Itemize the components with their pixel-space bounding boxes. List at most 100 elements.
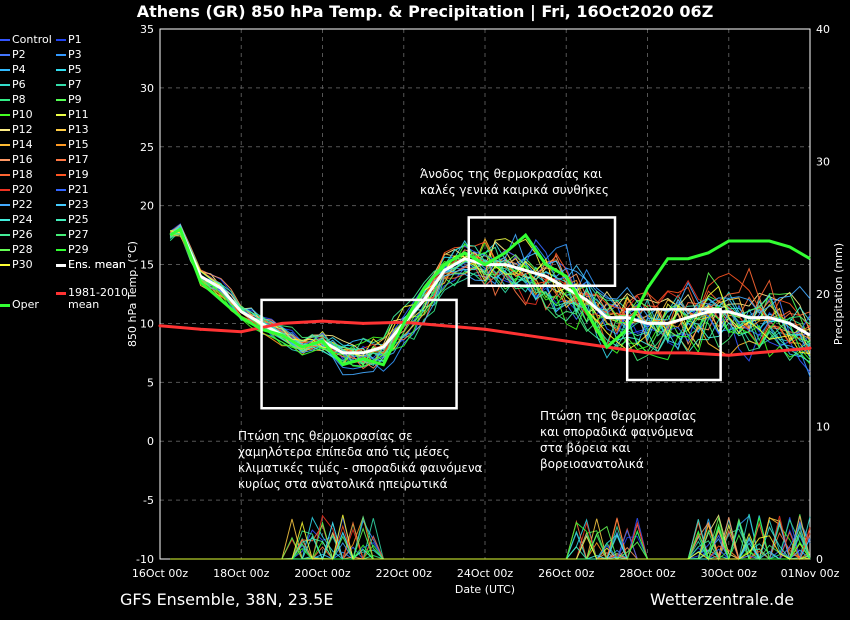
legend-label: P1 [68, 33, 82, 46]
climatology-point [767, 350, 771, 354]
legend-entry: P26 [0, 229, 33, 241]
annotation-box [467, 216, 617, 288]
legend-label: Ens. mean [68, 258, 126, 271]
legend-entry: P9 [56, 94, 82, 106]
legend-swatch [0, 249, 10, 251]
legend-label: P21 [68, 183, 89, 196]
legend-label: P6 [12, 78, 26, 91]
legend-swatch [0, 114, 10, 116]
legend-label: P26 [12, 228, 33, 241]
legend-entry-oper: Oper [0, 299, 39, 311]
legend-swatch [0, 234, 10, 236]
legend-entry: P13 [56, 124, 89, 136]
legend-swatch [0, 69, 10, 71]
legend-label: P18 [12, 168, 33, 181]
climatology-point [321, 319, 324, 323]
y2-tick-label: 30 [816, 156, 830, 169]
legend-label: Oper [12, 298, 39, 311]
legend-label: Control [12, 33, 52, 46]
legend-label: P11 [68, 108, 89, 121]
legend-swatch [0, 204, 10, 206]
legend-label: P5 [68, 63, 82, 76]
legend-swatch [0, 303, 10, 307]
y-tick-label: -5 [143, 494, 154, 507]
annotation-line: κυρίως στα ανατολικά ηπειρωτικά [238, 477, 448, 491]
legend-swatch [0, 99, 10, 101]
y-tick-label: 15 [140, 259, 154, 272]
x-tick-label: 28Oct 00z [619, 567, 676, 580]
legend-swatch [56, 114, 66, 116]
legend-swatch [56, 144, 66, 146]
annotation-cooling-second: Πτώση της θερμοκρασίας και σποραδικά φαι… [540, 408, 697, 472]
legend-label: P3 [68, 48, 82, 61]
legend-entry: P6 [0, 79, 26, 91]
climatology-point [646, 351, 649, 355]
legend-label: P7 [68, 78, 82, 91]
legend-entry: P30 [0, 259, 33, 271]
y2-tick-label: 40 [816, 23, 830, 36]
legend-swatch [0, 144, 10, 146]
x-tick-label: 16Oct 00z [132, 567, 189, 580]
y-tick-label: 25 [140, 141, 154, 154]
climatology-point [442, 324, 446, 328]
y2-tick-label: 0 [816, 553, 823, 566]
legend-label: P12 [12, 123, 33, 136]
legend-entry: P16 [0, 154, 33, 166]
precipitation-member-line [170, 514, 810, 560]
legend-swatch [0, 84, 10, 86]
legend-label: P25 [68, 213, 89, 226]
legend-label: P30 [12, 258, 33, 271]
footer-source: Wetterzentrale.de [650, 590, 795, 609]
legend-entry: P29 [56, 244, 89, 256]
ensemble-member-line [169, 223, 811, 360]
legend-swatch [0, 219, 10, 221]
legend-entry: P2 [0, 49, 26, 61]
ensemble-member-line [169, 224, 811, 358]
legend-entry: P22 [0, 199, 33, 211]
legend-swatch [0, 39, 10, 41]
y2-axis-label: Precipitation (mm) [832, 243, 845, 345]
y-tick-label: 30 [140, 82, 154, 95]
legend-swatch [56, 129, 66, 131]
annotation-line: και σποραδικά φαινόμενα [540, 425, 694, 439]
legend-label: P17 [68, 153, 89, 166]
legend-swatch [56, 54, 66, 56]
chart-title: Athens (GR) 850 hPa Temp. & Precipitatio… [136, 2, 714, 21]
annotation-warming: Άνοδος της θερμοκρασίας και καλές γενικά… [420, 166, 609, 198]
legend-entry: P23 [56, 199, 89, 211]
climatology-point [158, 324, 162, 328]
legend-swatch [56, 249, 66, 251]
x-tick-label: 20Oct 00z [294, 567, 351, 580]
legend-label-line2: mean [68, 298, 100, 311]
climatology-point [686, 351, 690, 355]
legend-swatch [56, 69, 66, 71]
legend-swatch [0, 159, 10, 161]
legend-entry: P20 [0, 184, 33, 196]
legend-label: P24 [12, 213, 33, 226]
legend-label: P28 [12, 243, 33, 256]
legend-label: P14 [12, 138, 33, 151]
footer-model-info: GFS Ensemble, 38N, 23.5E [120, 590, 334, 609]
legend-entry: P3 [56, 49, 82, 61]
legend-label: P20 [12, 183, 33, 196]
annotation-line: στα βόρεια και [540, 441, 631, 455]
x-tick-label: 22Oct 00z [376, 567, 433, 580]
y2-tick-label: 10 [816, 421, 830, 434]
legend-label: P27 [68, 228, 89, 241]
legend-label: P16 [12, 153, 33, 166]
legend-swatch [56, 291, 66, 295]
legend-swatch [56, 84, 66, 86]
y-tick-label: -10 [136, 553, 154, 566]
x-tick-label: 26Oct 00z [538, 567, 595, 580]
legend-entry: P11 [56, 109, 89, 121]
legend-label: 1981-2010 [68, 286, 128, 299]
legend-entry: P24 [0, 214, 33, 226]
annotation-line: κλιματικές τιμές - σποραδικά φαινόμενα [238, 461, 483, 475]
legend-swatch [56, 204, 66, 206]
annotation-box [260, 298, 458, 410]
legend-swatch [56, 174, 66, 176]
climatology-point [199, 327, 203, 331]
legend-swatch [56, 99, 66, 101]
annotation-line: Πτώση της θερμοκρασίας [540, 409, 697, 423]
